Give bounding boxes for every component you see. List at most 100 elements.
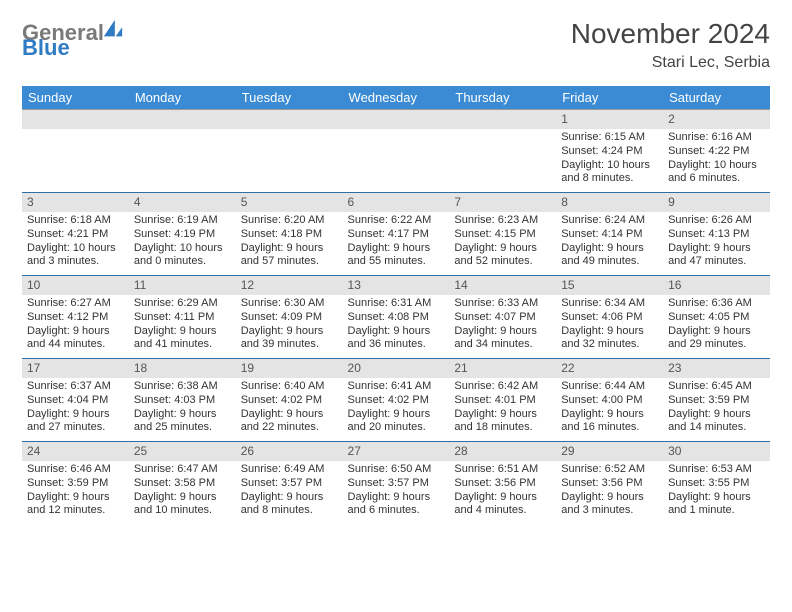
day-body: Sunrise: 6:22 AMSunset: 4:17 PMDaylight:… [343,212,450,275]
day-body: Sunrise: 6:51 AMSunset: 3:56 PMDaylight:… [449,461,556,524]
day-body: Sunrise: 6:24 AMSunset: 4:14 PMDaylight:… [556,212,663,275]
day-number: 19 [236,359,343,378]
day-body: Sunrise: 6:33 AMSunset: 4:07 PMDaylight:… [449,295,556,358]
sunrise-text: Sunrise: 6:47 AM [134,463,231,477]
sunset-text: Sunset: 4:00 PM [561,394,658,408]
day-number: 28 [449,442,556,461]
day-number: 22 [556,359,663,378]
sunset-text: Sunset: 4:17 PM [348,228,445,242]
daylight-text: Daylight: 9 hours and 4 minutes. [454,491,551,519]
day-number: 14 [449,276,556,295]
day-number: 24 [22,442,129,461]
day-number: 12 [236,276,343,295]
day-number-empty [343,110,450,129]
sunset-text: Sunset: 4:01 PM [454,394,551,408]
sunrise-text: Sunrise: 6:15 AM [561,131,658,145]
day-number: 27 [343,442,450,461]
calendar-week-row: 24Sunrise: 6:46 AMSunset: 3:59 PMDayligh… [22,442,770,525]
sunrise-text: Sunrise: 6:22 AM [348,214,445,228]
calendar-week-row: 1Sunrise: 6:15 AMSunset: 4:24 PMDaylight… [22,110,770,193]
sunrise-text: Sunrise: 6:33 AM [454,297,551,311]
calendar-day-cell: 3Sunrise: 6:18 AMSunset: 4:21 PMDaylight… [22,193,129,276]
daylight-text: Daylight: 9 hours and 36 minutes. [348,325,445,353]
day-body: Sunrise: 6:41 AMSunset: 4:02 PMDaylight:… [343,378,450,441]
day-number-empty [22,110,129,129]
sunrise-text: Sunrise: 6:27 AM [27,297,124,311]
day-number: 18 [129,359,236,378]
day-body: Sunrise: 6:38 AMSunset: 4:03 PMDaylight:… [129,378,236,441]
calendar-day-cell: 19Sunrise: 6:40 AMSunset: 4:02 PMDayligh… [236,359,343,442]
calendar-day-cell: 20Sunrise: 6:41 AMSunset: 4:02 PMDayligh… [343,359,450,442]
calendar-day-cell: 15Sunrise: 6:34 AMSunset: 4:06 PMDayligh… [556,276,663,359]
calendar-day-cell: 5Sunrise: 6:20 AMSunset: 4:18 PMDaylight… [236,193,343,276]
day-body: Sunrise: 6:15 AMSunset: 4:24 PMDaylight:… [556,129,663,192]
sunrise-text: Sunrise: 6:41 AM [348,380,445,394]
daylight-text: Daylight: 9 hours and 8 minutes. [241,491,338,519]
sunrise-text: Sunrise: 6:46 AM [27,463,124,477]
day-number-empty [129,110,236,129]
day-body: Sunrise: 6:19 AMSunset: 4:19 PMDaylight:… [129,212,236,275]
daylight-text: Daylight: 9 hours and 57 minutes. [241,242,338,270]
sunrise-text: Sunrise: 6:50 AM [348,463,445,477]
daylight-text: Daylight: 10 hours and 8 minutes. [561,159,658,187]
daylight-text: Daylight: 9 hours and 6 minutes. [348,491,445,519]
daylight-text: Daylight: 9 hours and 47 minutes. [668,242,765,270]
calendar-day-cell: 29Sunrise: 6:52 AMSunset: 3:56 PMDayligh… [556,442,663,525]
sunset-text: Sunset: 4:14 PM [561,228,658,242]
day-body: Sunrise: 6:34 AMSunset: 4:06 PMDaylight:… [556,295,663,358]
daylight-text: Daylight: 9 hours and 32 minutes. [561,325,658,353]
daylight-text: Daylight: 9 hours and 16 minutes. [561,408,658,436]
logo: General Blue [22,18,124,57]
calendar-day-cell: 9Sunrise: 6:26 AMSunset: 4:13 PMDaylight… [663,193,770,276]
calendar-day-cell: 25Sunrise: 6:47 AMSunset: 3:58 PMDayligh… [129,442,236,525]
daylight-text: Daylight: 9 hours and 1 minute. [668,491,765,519]
sunset-text: Sunset: 4:15 PM [454,228,551,242]
sunrise-text: Sunrise: 6:30 AM [241,297,338,311]
sunrise-text: Sunrise: 6:29 AM [134,297,231,311]
day-body: Sunrise: 6:23 AMSunset: 4:15 PMDaylight:… [449,212,556,275]
calendar-week-row: 3Sunrise: 6:18 AMSunset: 4:21 PMDaylight… [22,193,770,276]
sunset-text: Sunset: 3:56 PM [454,477,551,491]
sunrise-text: Sunrise: 6:42 AM [454,380,551,394]
daylight-text: Daylight: 10 hours and 6 minutes. [668,159,765,187]
daylight-text: Daylight: 9 hours and 22 minutes. [241,408,338,436]
day-body: Sunrise: 6:18 AMSunset: 4:21 PMDaylight:… [22,212,129,275]
sunset-text: Sunset: 4:22 PM [668,145,765,159]
weekday-header: Tuesday [236,86,343,110]
calendar-day-cell: 6Sunrise: 6:22 AMSunset: 4:17 PMDaylight… [343,193,450,276]
day-number: 25 [129,442,236,461]
month-title: November 2024 [571,18,770,50]
sunrise-text: Sunrise: 6:31 AM [348,297,445,311]
sunset-text: Sunset: 4:03 PM [134,394,231,408]
sunrise-text: Sunrise: 6:45 AM [668,380,765,394]
sunset-text: Sunset: 4:09 PM [241,311,338,325]
weekday-header: Sunday [22,86,129,110]
calendar-day-cell: 2Sunrise: 6:16 AMSunset: 4:22 PMDaylight… [663,110,770,193]
day-number: 2 [663,110,770,129]
calendar-day-cell: 28Sunrise: 6:51 AMSunset: 3:56 PMDayligh… [449,442,556,525]
calendar-day-cell: 16Sunrise: 6:36 AMSunset: 4:05 PMDayligh… [663,276,770,359]
day-number: 8 [556,193,663,212]
sunrise-text: Sunrise: 6:26 AM [668,214,765,228]
sunset-text: Sunset: 3:57 PM [348,477,445,491]
day-body: Sunrise: 6:26 AMSunset: 4:13 PMDaylight:… [663,212,770,275]
sunset-text: Sunset: 4:21 PM [27,228,124,242]
calendar-week-row: 17Sunrise: 6:37 AMSunset: 4:04 PMDayligh… [22,359,770,442]
day-number: 23 [663,359,770,378]
sunset-text: Sunset: 4:02 PM [241,394,338,408]
day-number: 26 [236,442,343,461]
sunrise-text: Sunrise: 6:23 AM [454,214,551,228]
sunrise-text: Sunrise: 6:49 AM [241,463,338,477]
sunrise-text: Sunrise: 6:37 AM [27,380,124,394]
day-number: 7 [449,193,556,212]
day-body: Sunrise: 6:50 AMSunset: 3:57 PMDaylight:… [343,461,450,524]
daylight-text: Daylight: 10 hours and 3 minutes. [27,242,124,270]
sunset-text: Sunset: 4:19 PM [134,228,231,242]
calendar-day-cell: 22Sunrise: 6:44 AMSunset: 4:00 PMDayligh… [556,359,663,442]
day-body: Sunrise: 6:20 AMSunset: 4:18 PMDaylight:… [236,212,343,275]
sunset-text: Sunset: 3:58 PM [134,477,231,491]
sunrise-text: Sunrise: 6:53 AM [668,463,765,477]
day-body: Sunrise: 6:49 AMSunset: 3:57 PMDaylight:… [236,461,343,524]
day-body: Sunrise: 6:30 AMSunset: 4:09 PMDaylight:… [236,295,343,358]
day-number: 16 [663,276,770,295]
